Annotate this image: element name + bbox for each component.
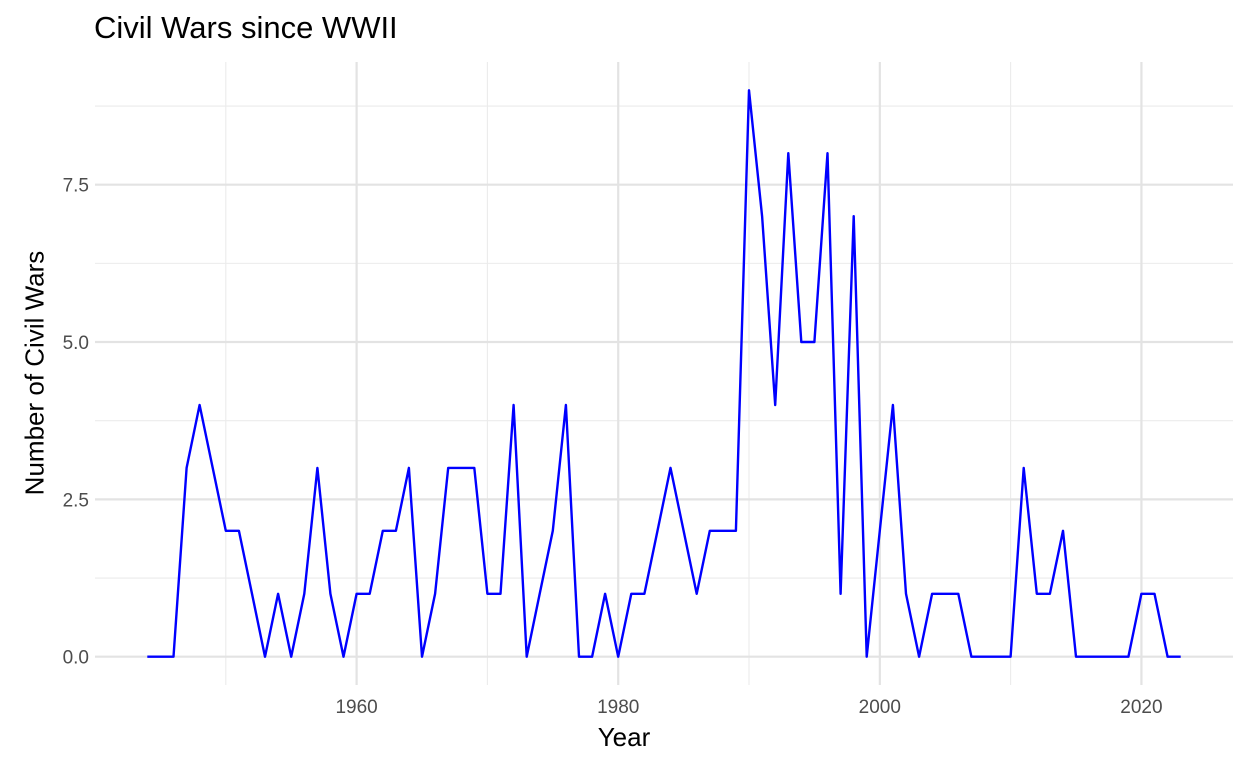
grid-major [95,62,1233,685]
x-tick-labels: 1960 1980 2000 2020 [335,697,1162,718]
x-tick-label: 2000 [859,697,901,718]
y-tick-label: 5.0 [63,333,89,354]
x-tick-label: 2020 [1120,697,1162,718]
x-tick-label: 1960 [335,697,377,718]
y-tick-labels: 0.0 2.5 5.0 7.5 [63,176,89,669]
y-tick-label: 7.5 [63,176,89,197]
y-tick-label: 2.5 [63,490,89,511]
x-axis-title: Year [597,722,651,752]
y-axis-title: Number of Civil Wars [19,250,50,496]
grid-minor [95,62,1233,685]
x-tick-label: 1980 [597,697,639,718]
y-tick-label: 0.0 [63,648,89,669]
series-line [147,89,1181,658]
chart-title: Civil Wars since WWII [94,10,398,45]
